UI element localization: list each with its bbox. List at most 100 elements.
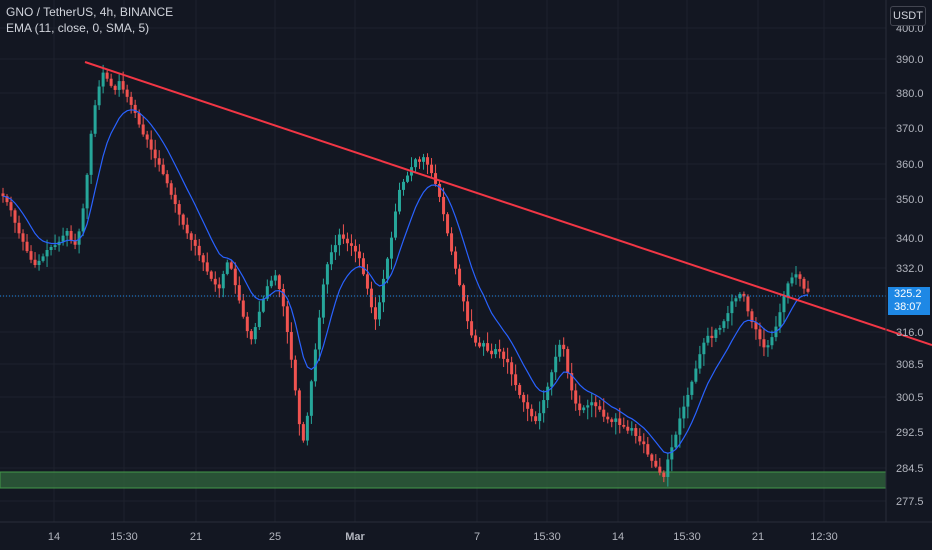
candle-body (9, 202, 13, 211)
support-zone (0, 471, 887, 489)
candle-body (702, 342, 706, 355)
candle-body (361, 258, 365, 275)
candle-body (686, 394, 690, 407)
price-tick-label: 380.0 (896, 88, 924, 100)
candle-body (93, 105, 97, 134)
candle-body (61, 235, 65, 242)
time-tick-label: Mar (345, 531, 365, 543)
price-tick-label: 284.5 (896, 463, 924, 475)
candle-body (237, 285, 241, 301)
candle-body (181, 214, 185, 225)
candle-body (173, 194, 177, 205)
candle-body (69, 230, 73, 241)
candle-body (626, 426, 630, 431)
candle-body (213, 278, 217, 285)
candle-body (690, 381, 694, 395)
currency-label[interactable]: USDT (890, 6, 926, 26)
candle-body (389, 237, 393, 259)
time-axis[interactable]: 14 15:30 21 25 Mar 7 15:30 14 15:30 21 12:30 (48, 531, 838, 543)
candle-body (97, 86, 101, 106)
candle-body (105, 72, 109, 79)
candle-body (674, 434, 678, 448)
candle-body (582, 407, 586, 411)
candle-body (89, 133, 93, 175)
candle-body (766, 345, 770, 348)
candle-body (754, 322, 758, 330)
candle-body (510, 362, 514, 375)
time-tick-label: 14 (612, 531, 624, 543)
candle-body (770, 337, 774, 346)
candle-body (85, 174, 89, 209)
time-tick-label: 15:30 (533, 531, 561, 543)
candle-body (201, 255, 205, 263)
candle-body (317, 317, 321, 350)
candle-body (486, 343, 490, 351)
price-tick-label: 360.0 (896, 159, 924, 171)
price-tick-label: 277.5 (896, 496, 924, 508)
candle-body (397, 189, 401, 212)
candle-body (169, 183, 173, 195)
candle-body (606, 416, 610, 420)
candle-body (285, 306, 289, 332)
candle-body (526, 402, 530, 409)
candle-body (586, 405, 590, 408)
candle-body (73, 240, 77, 245)
candle-body (630, 428, 634, 431)
candle-body (470, 321, 474, 336)
chart-grid (0, 0, 886, 522)
candle-body (426, 157, 430, 165)
candle-body (293, 359, 297, 391)
candle-body (153, 149, 157, 159)
candle-body (241, 300, 245, 317)
candle-body (614, 418, 618, 422)
candle-body (381, 278, 385, 303)
candle-body (718, 327, 722, 330)
candle-body (418, 159, 422, 162)
candle-body (482, 343, 486, 347)
symbol-title[interactable]: GNO / TetherUS, 4h, BINANCE (6, 5, 174, 19)
candle-body (353, 245, 357, 252)
price-axis[interactable]: 400.0 390.0 380.0 370.0 360.0 350.0 340.0 332.0… (896, 23, 924, 508)
candle-body (281, 289, 285, 307)
candle-body (221, 273, 225, 289)
candle-body (618, 418, 622, 425)
candle-body (41, 256, 45, 261)
candle-body (117, 81, 121, 90)
candle-body (778, 312, 782, 327)
candle-body (21, 233, 25, 242)
candle-body (506, 358, 510, 363)
candle-body (574, 390, 578, 404)
candle-body (658, 466, 662, 473)
candle-body (550, 372, 554, 387)
candle-body (321, 284, 325, 318)
price-tick-label: 400.0 (896, 23, 924, 35)
candle-body (157, 158, 161, 165)
candle-body (554, 356, 558, 373)
candle-body (113, 85, 117, 90)
indicator-title[interactable]: EMA (11, close, 0, SMA, 5) (6, 21, 150, 35)
candle-body (373, 307, 377, 320)
candle-body (225, 262, 229, 274)
candle-body (422, 157, 426, 162)
price-tick-label: 292.5 (896, 427, 924, 439)
candle-body (662, 472, 666, 477)
candle-body (638, 436, 642, 442)
candle-body (289, 332, 293, 360)
candle-body (646, 444, 650, 455)
candle-body (538, 413, 542, 422)
candle-body (125, 89, 129, 97)
candle-body (53, 245, 57, 247)
candle-body (442, 196, 446, 215)
time-tick-label: 7 (474, 531, 480, 543)
candle-body (762, 339, 766, 348)
descending-trendline[interactable] (84, 61, 932, 346)
candle-body (738, 293, 742, 299)
candle-body (149, 139, 153, 150)
candle-body (474, 335, 478, 343)
candle-body (786, 283, 790, 297)
price-tick-label: 340.0 (896, 233, 924, 245)
candle-body (29, 251, 33, 260)
candle-body (137, 112, 141, 125)
candle-body (590, 402, 594, 406)
